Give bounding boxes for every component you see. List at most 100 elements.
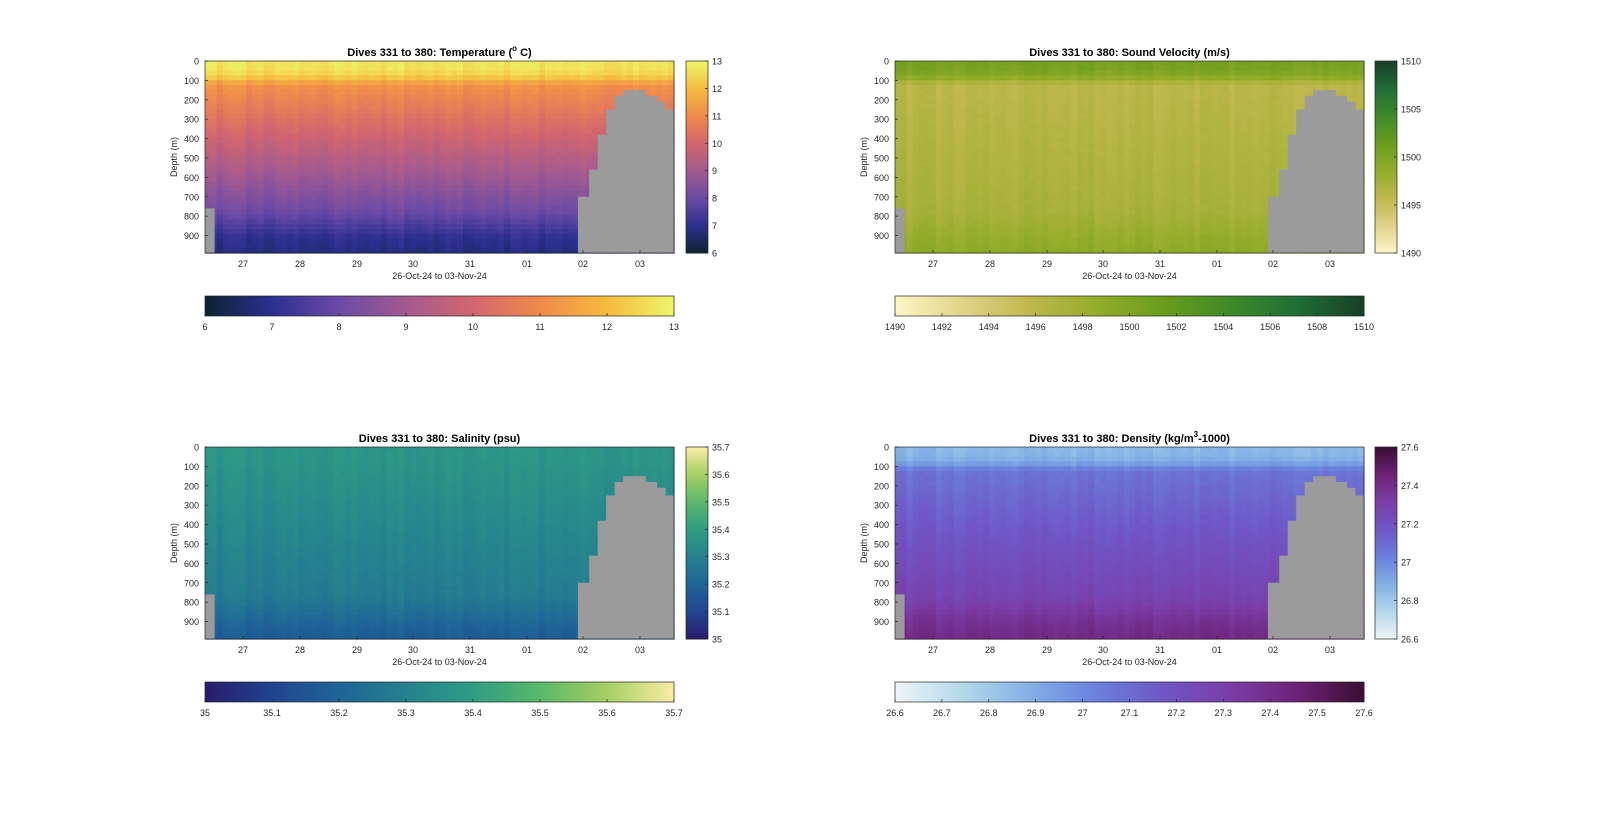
heatmap-cell: [222, 133, 230, 139]
heatmap-cell: [609, 94, 616, 100]
heatmap-cell: [971, 176, 978, 182]
heatmap-cell: [591, 75, 599, 81]
heatmap-cell: [345, 133, 353, 139]
colorbar-swatch: [686, 77, 708, 81]
heatmap-cell: [246, 209, 253, 216]
heatmap-cell: [941, 214, 949, 220]
heatmap-cell: [257, 176, 265, 182]
heatmap-cell: [310, 224, 317, 230]
heatmap-cell: [468, 104, 476, 110]
heatmap-cell: [480, 243, 487, 249]
heatmap-cell: [216, 137, 224, 144]
heatmap-cell: [386, 209, 394, 216]
heatmap-cell: [900, 205, 908, 211]
heatmap-cell: [1088, 142, 1095, 148]
heatmap-cell: [503, 238, 511, 244]
heatmap-cell: [1053, 118, 1060, 124]
heatmap-cell: [345, 70, 353, 76]
heatmap-cell: [363, 89, 370, 96]
heatmap-cell: [1065, 161, 1072, 168]
heatmap-cell: [621, 61, 628, 67]
heatmap-cell: [591, 166, 599, 172]
heatmap-cell: [988, 75, 996, 81]
heatmap-cell: [328, 65, 335, 72]
heatmap-cell: [416, 248, 423, 254]
heatmap-cell: [503, 243, 511, 249]
heatmap-cell: [404, 61, 411, 67]
heatmap-cell: [539, 195, 546, 201]
heatmap-cell: [1018, 133, 1025, 139]
heatmap-cell: [240, 195, 247, 201]
heatmap-cell: [936, 166, 943, 172]
heatmap-cell: [498, 152, 505, 158]
heatmap-cell: [322, 185, 329, 192]
heatmap-cell: [900, 200, 908, 206]
heatmap-cell: [416, 190, 423, 196]
heatmap-cell: [474, 219, 482, 225]
heatmap-cell: [1041, 195, 1049, 201]
heatmap-cell: [322, 200, 329, 206]
heatmap-cell: [924, 224, 931, 230]
heatmap-cell: [597, 70, 605, 76]
heatmap-cell: [1076, 229, 1084, 235]
heatmap-cell: [380, 109, 388, 115]
heatmap-cell: [1047, 123, 1054, 129]
heatmap-cell: [345, 104, 353, 110]
heatmap-cell: [339, 233, 347, 240]
heatmap-cell: [941, 147, 949, 153]
heatmap-cell: [918, 219, 925, 225]
heatmap-cell: [416, 209, 423, 216]
heatmap-cell: [380, 94, 388, 100]
heatmap-cell: [363, 99, 370, 105]
heatmap-cell: [521, 75, 529, 81]
heatmap-cell: [269, 109, 276, 115]
heatmap-cell: [930, 94, 937, 100]
heatmap-cell: [941, 185, 949, 192]
heatmap-cell: [971, 190, 978, 196]
colorbar-swatch: [686, 195, 708, 200]
heatmap-cell: [982, 128, 990, 134]
heatmap-cell: [1018, 190, 1025, 196]
heatmap-cell: [445, 61, 452, 67]
heatmap-cell: [451, 80, 458, 86]
colorbar-side-label: 10: [712, 139, 722, 149]
heatmap-cell: [462, 166, 470, 172]
heatmap-cell: [912, 75, 920, 81]
heatmap-cell: [503, 157, 511, 163]
heatmap-cell: [316, 147, 323, 153]
heatmap-cell: [574, 195, 581, 201]
heatmap-cell: [210, 99, 218, 105]
heatmap-cell: [1059, 224, 1066, 230]
heatmap-cell: [486, 147, 493, 153]
heatmap-cell: [1111, 109, 1119, 115]
heatmap-cell: [322, 238, 329, 244]
heatmap-cell: [433, 89, 441, 96]
heatmap-cell: [257, 123, 265, 129]
heatmap-cell: [263, 118, 271, 124]
heatmap-cell: [1070, 161, 1078, 168]
heatmap-cell: [445, 233, 452, 240]
heatmap-cell: [1059, 137, 1066, 144]
heatmap-cell: [509, 205, 517, 211]
heatmap-cell: [550, 209, 558, 216]
heatmap-cell: [1012, 229, 1019, 235]
heatmap-cell: [503, 190, 511, 196]
heatmap-cell: [339, 128, 347, 134]
heatmap-cell: [304, 209, 312, 216]
heatmap-cell: [427, 118, 435, 124]
heatmap-cell: [918, 123, 925, 129]
heatmap-cell: [486, 75, 493, 81]
heatmap-cell: [404, 157, 411, 163]
heatmap-cell: [1082, 113, 1090, 120]
heatmap-cell: [210, 133, 218, 139]
heatmap-cell: [900, 123, 908, 129]
heatmap-cell: [556, 65, 564, 72]
heatmap-cell: [668, 61, 675, 67]
heatmap-cell: [486, 243, 493, 249]
heatmap-cell: [445, 238, 452, 244]
heatmap-cell: [380, 104, 388, 110]
heatmap-cell: [568, 104, 575, 110]
heatmap-cell: [586, 109, 593, 115]
heatmap-cell: [1018, 157, 1025, 163]
heatmap-cell: [292, 176, 300, 182]
